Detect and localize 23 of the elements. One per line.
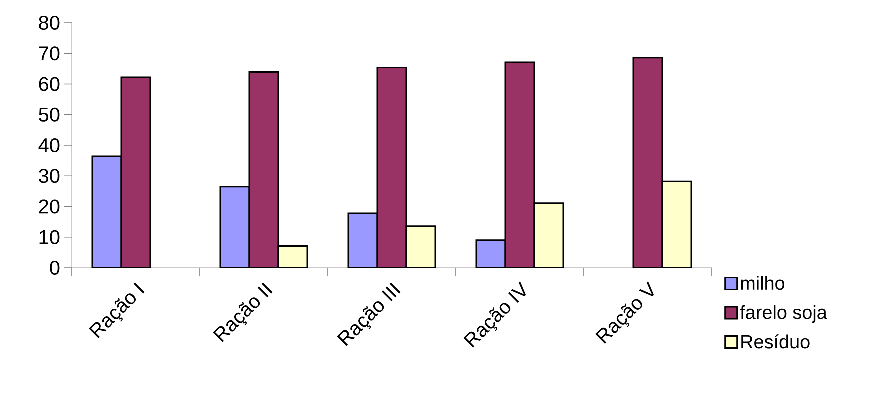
bar xyxy=(406,226,436,268)
legend-label: farelo soja xyxy=(740,305,828,324)
y-tick-label: 0 xyxy=(50,260,60,276)
bar xyxy=(376,66,408,268)
legend-label: milho xyxy=(741,276,785,290)
bar xyxy=(220,186,250,268)
bar xyxy=(632,57,664,268)
bar xyxy=(92,156,122,268)
y-tick-label: 50 xyxy=(39,108,60,122)
y-tick-label: 30 xyxy=(39,169,60,184)
bar xyxy=(534,202,564,268)
y-tick-label: 70 xyxy=(39,46,60,61)
y-tick-label: 10 xyxy=(40,230,60,244)
y-tick-label: 40 xyxy=(38,138,60,153)
bar xyxy=(120,76,152,268)
legend-label: Resíduo xyxy=(742,334,810,349)
bar xyxy=(348,212,378,268)
bar xyxy=(248,72,280,268)
y-tick-label: 80 xyxy=(39,16,60,30)
bar xyxy=(662,180,692,268)
y-tick-label: 20 xyxy=(39,200,60,214)
bar xyxy=(504,62,536,268)
y-tick-label: 60 xyxy=(39,77,60,92)
